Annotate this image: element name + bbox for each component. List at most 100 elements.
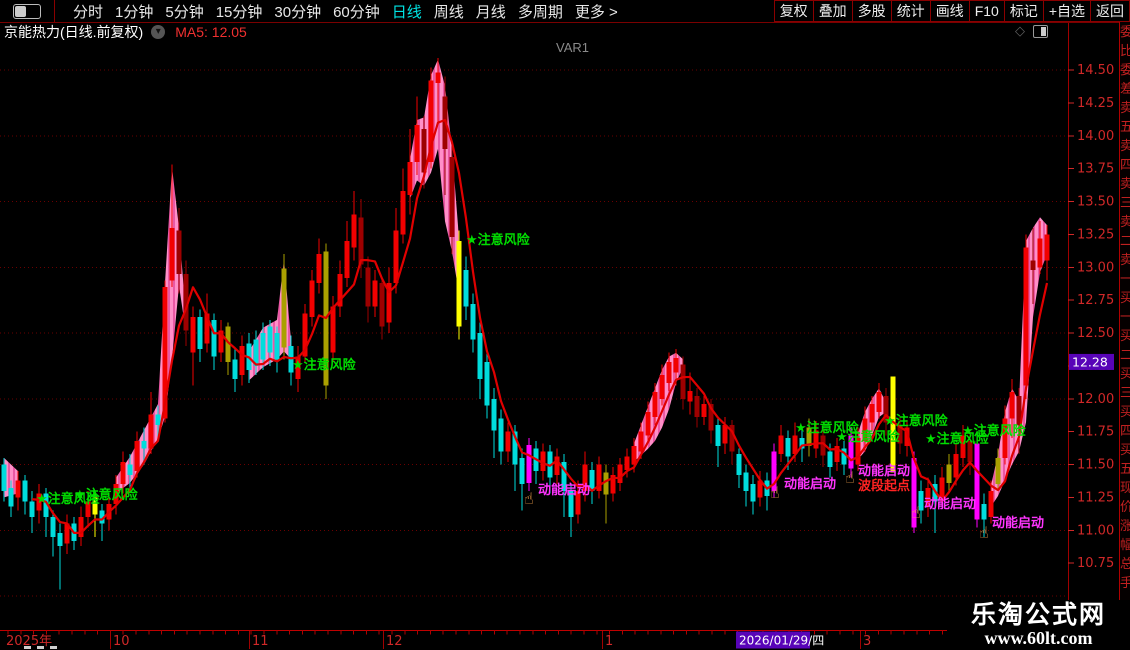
candle-body <box>778 435 784 454</box>
period-item-日线[interactable]: 日线 <box>391 3 422 21</box>
cropped-char: 幅 <box>1120 535 1130 554</box>
period-item-5分钟[interactable]: 5分钟 <box>165 3 204 21</box>
candle-body <box>148 414 154 449</box>
candle-body <box>351 214 357 248</box>
candle-body <box>470 304 476 340</box>
hand-up-icon: ☝ <box>845 468 855 487</box>
candle-body <box>22 480 28 502</box>
cropped-char: 五 <box>1120 459 1130 478</box>
candle-body <box>589 469 595 491</box>
candle-body <box>1037 238 1043 268</box>
candle-body <box>190 317 196 353</box>
candle-body <box>78 517 84 537</box>
candle-body <box>239 346 245 376</box>
y-axis-price-label: 11.75 <box>1077 425 1114 440</box>
candle-body <box>540 451 546 472</box>
candle-body <box>176 230 182 274</box>
candle-body <box>134 440 140 472</box>
cropped-char: 卖 <box>1120 174 1130 193</box>
ma5-value: MA5: 12.05 <box>175 23 247 40</box>
candle-body <box>260 333 266 360</box>
candle-body <box>281 268 287 348</box>
cropped-char: 四 <box>1120 155 1130 174</box>
candle-body <box>64 523 70 544</box>
period-menu: 分时 1分钟 5分钟 15分钟 30分钟 60分钟 日线 周线 月线 多周期 更多 > <box>55 1 630 22</box>
period-item-15分钟[interactable]: 15分钟 <box>215 3 263 21</box>
candle-body <box>680 364 686 399</box>
candle-body <box>757 480 763 498</box>
y-axis-price-label: 11.00 <box>1077 523 1114 538</box>
cropped-char: 比 <box>1120 41 1130 60</box>
hand-up-icon: ☝ <box>770 483 780 502</box>
candle-body <box>638 431 644 452</box>
indicator-name-label: VAR1 <box>556 40 589 55</box>
candle-body <box>568 490 574 518</box>
candle-body <box>813 430 819 449</box>
hand-up-icon: ☝ <box>911 503 921 522</box>
quote-panel-cropped-strip: 委比委差卖五卖四卖三卖二卖一买一买二买三买四买五现价涨幅总手 <box>1119 22 1130 650</box>
cropped-char: 三 <box>1120 383 1130 402</box>
period-item-多周期[interactable]: 多周期 <box>517 3 563 21</box>
risk-warning-label: ★注意风险 <box>466 232 531 248</box>
cropped-char: 涨 <box>1120 516 1130 535</box>
period-item-更多 >[interactable]: 更多 > <box>574 3 618 21</box>
candle-body <box>295 356 301 380</box>
y-axis-price-label: 14.00 <box>1077 129 1114 144</box>
cropped-char: 委 <box>1120 22 1130 41</box>
cropped-char: 价 <box>1120 497 1130 516</box>
x-axis-month-label: 11 <box>252 634 269 649</box>
candle-body <box>29 501 35 518</box>
indicator-band <box>249 259 291 381</box>
candle-body <box>316 254 322 284</box>
cropped-char: 买 <box>1120 326 1130 345</box>
momentum-start-label: 动能启动 <box>992 515 1044 531</box>
candle-body <box>918 490 924 511</box>
candle-body <box>736 453 742 476</box>
candle-body <box>834 446 840 462</box>
candle-body <box>400 190 406 235</box>
candle-body <box>799 438 805 449</box>
candle-body <box>806 427 812 447</box>
x-axis-month-label: 1 <box>605 634 613 649</box>
candle-body <box>883 396 889 423</box>
period-item-1分钟[interactable]: 1分钟 <box>115 3 154 21</box>
y-axis-price-label: 12.00 <box>1077 392 1114 407</box>
period-item-60分钟[interactable]: 60分钟 <box>333 3 380 21</box>
cropped-char: 二 <box>1120 231 1130 250</box>
candle-body <box>435 72 441 84</box>
candle-body <box>169 227 175 281</box>
momentum-start-label: 动能启动 <box>784 476 836 492</box>
cropped-char: 现 <box>1120 478 1130 497</box>
candle-body <box>407 162 413 195</box>
candle-body <box>57 532 63 547</box>
period-item-分时[interactable]: 分时 <box>73 3 104 21</box>
candle-body <box>631 446 637 465</box>
candle-body <box>302 313 308 357</box>
candle-body <box>911 457 917 528</box>
candle-body <box>974 443 980 520</box>
diamond-icon[interactable]: ◇ <box>1015 23 1025 38</box>
candle-body <box>456 240 462 327</box>
risk-warning-label: ★注意风险 <box>884 413 949 429</box>
y-axis-price-label: 13.50 <box>1077 195 1114 210</box>
candle-body <box>827 451 833 468</box>
period-item-月线[interactable]: 月线 <box>475 3 506 21</box>
cropped-char: 四 <box>1120 421 1130 440</box>
candle-body <box>386 283 392 323</box>
chevron-down-icon[interactable]: ▾ <box>151 24 166 39</box>
risk-warning-label: ★注意风险 <box>836 429 901 445</box>
panel-toggle-button[interactable] <box>0 0 55 22</box>
cropped-char: 卖 <box>1120 136 1130 155</box>
candle-body <box>449 156 455 238</box>
candle-body <box>792 435 798 454</box>
candle-body <box>610 475 616 494</box>
candle-body <box>904 427 910 447</box>
candle-body <box>204 313 210 344</box>
y-axis-price-label: 14.50 <box>1077 63 1114 78</box>
period-item-周线[interactable]: 周线 <box>433 3 464 21</box>
window-layout-icon[interactable] <box>1033 24 1048 38</box>
period-item-30分钟[interactable]: 30分钟 <box>274 3 322 21</box>
risk-warning-label: ★注意风险 <box>925 431 990 447</box>
candle-body <box>519 457 525 485</box>
